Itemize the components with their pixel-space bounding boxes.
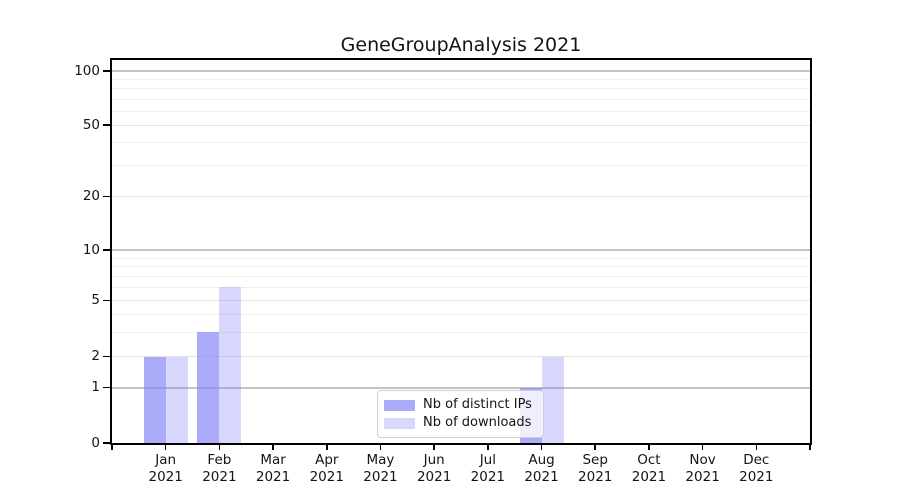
x-tick-label-oct: Oct 2021 xyxy=(631,452,667,485)
x-tick-mark xyxy=(379,445,382,450)
y-tick-label: 5 xyxy=(91,292,100,309)
x-tick-label-mar: Mar 2021 xyxy=(255,452,291,485)
y-tick-mark xyxy=(103,299,110,302)
x-tick-mark xyxy=(487,445,489,450)
y-tick-label: 2 xyxy=(91,348,100,365)
y-tick-label: 1 xyxy=(91,379,100,396)
legend-entry-distinct-ips[interactable]: Nb of distinct IPs xyxy=(384,396,535,414)
gridline-minor xyxy=(112,314,810,316)
x-tick-mark xyxy=(325,445,328,450)
gridline-minor xyxy=(112,266,810,268)
gridline-minor xyxy=(112,98,810,100)
y-tick-mark xyxy=(103,124,110,126)
bar-distinct-ips-feb[interactable] xyxy=(197,331,220,443)
x-tick-mark xyxy=(272,445,274,450)
x-tick-label-may: May 2021 xyxy=(363,452,398,485)
x-tick-mark xyxy=(433,445,435,450)
gridline-minor xyxy=(112,142,810,144)
x-tick-mark xyxy=(701,445,704,450)
bar-distinct-ips-jan[interactable] xyxy=(143,356,166,443)
gridline-mid xyxy=(112,356,810,358)
x-tick-mark xyxy=(594,445,597,450)
bar-downloads-aug[interactable] xyxy=(541,356,564,443)
gridline-minor xyxy=(112,331,810,333)
gridline-minor xyxy=(112,88,810,90)
y-tick-label: 50 xyxy=(82,116,100,133)
x-tick-mark xyxy=(540,445,543,450)
x-tick-mark xyxy=(755,445,758,450)
y-tick-mark xyxy=(103,355,110,358)
gridline-minor xyxy=(112,164,810,166)
x-tick-label-dec: Dec 2021 xyxy=(739,452,774,485)
chart-title: GeneGroupAnalysis 2021 xyxy=(340,34,582,56)
gridline-minor xyxy=(112,110,810,112)
y-tick-label: 20 xyxy=(82,188,100,205)
x-tick-label-apr: Apr 2021 xyxy=(309,452,344,485)
y-tick-mark xyxy=(103,442,110,444)
distinct-ips-swatch-icon xyxy=(384,399,415,411)
bar-downloads-jan[interactable] xyxy=(165,356,188,443)
y-tick-label: 10 xyxy=(82,241,100,258)
x-tick-label-sep: Sep 2021 xyxy=(578,452,613,485)
y-tick-mark xyxy=(103,195,110,198)
gridline-minor xyxy=(112,79,810,81)
x-tick-label-jun: Jun 2021 xyxy=(416,452,452,485)
x-tick-label-feb: Feb 2021 xyxy=(202,452,237,485)
x-tick-mark xyxy=(164,445,167,450)
legend-label: Nb of distinct IPs xyxy=(423,397,532,412)
gridline-major xyxy=(112,387,810,389)
gridline-mid xyxy=(112,300,810,302)
bar-downloads-feb[interactable] xyxy=(219,287,242,443)
gridline-minor xyxy=(112,287,810,289)
x-tick-label-jan: Jan 2021 xyxy=(148,452,183,485)
gridline-mid xyxy=(112,196,810,198)
x-tick-label-aug: Aug 2021 xyxy=(524,452,559,485)
gridline-mid xyxy=(112,124,810,126)
y-tick-mark xyxy=(103,249,110,251)
x-tick-mark xyxy=(809,445,811,450)
x-tick-mark xyxy=(648,445,650,450)
x-tick-label-jul: Jul 2021 xyxy=(470,452,506,485)
x-tick-mark xyxy=(218,445,221,450)
plot-area xyxy=(110,58,812,445)
downloads-swatch-icon xyxy=(384,417,415,429)
gridline-minor xyxy=(112,276,810,278)
y-tick-label: 100 xyxy=(74,62,100,79)
y-tick-mark xyxy=(103,386,110,389)
y-tick-label: 0 xyxy=(91,434,100,451)
x-tick-mark xyxy=(111,445,113,450)
legend-label: Nb of downloads xyxy=(423,415,532,430)
gridline-minor xyxy=(112,257,810,259)
legend-entry-downloads[interactable]: Nb of downloads xyxy=(384,414,535,432)
gridline-major xyxy=(112,249,810,251)
y-tick-mark xyxy=(103,70,110,72)
x-tick-label-nov: Nov 2021 xyxy=(685,452,720,485)
legend: Nb of distinct IPs Nb of downloads xyxy=(377,390,544,438)
gridline-major xyxy=(112,70,810,72)
